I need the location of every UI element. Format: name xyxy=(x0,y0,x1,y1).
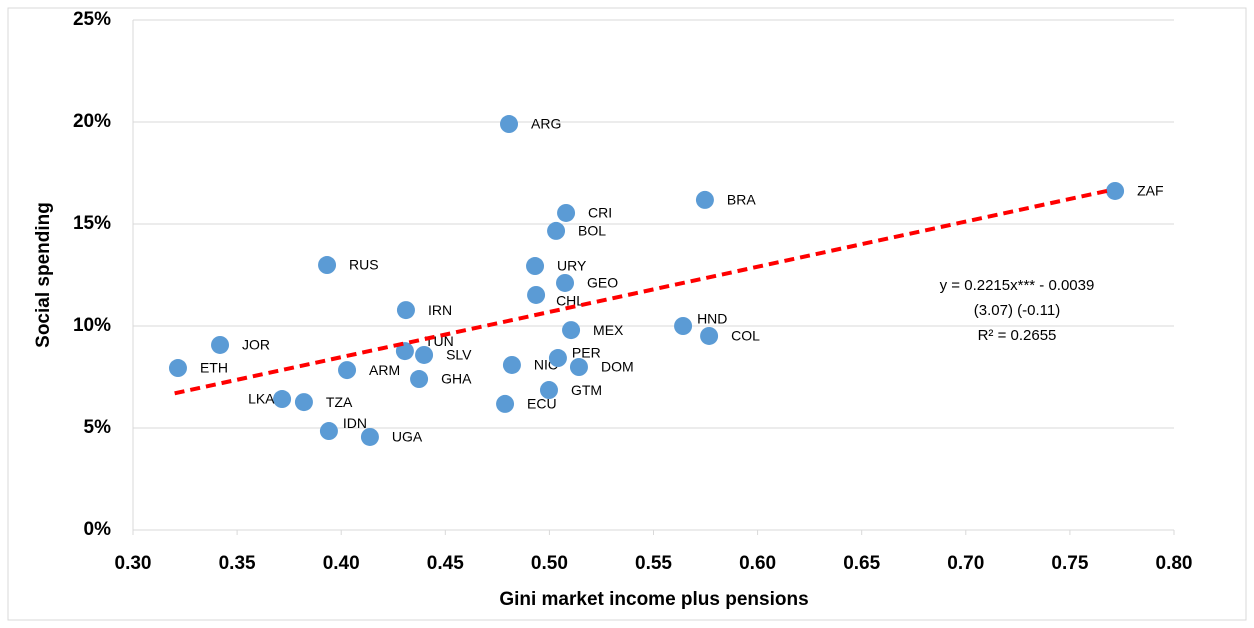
point xyxy=(338,361,357,380)
point-label: GHA xyxy=(441,371,472,387)
x-tick-label: 0.35 xyxy=(219,553,256,574)
point-label: CRI xyxy=(588,205,612,221)
point-label: GEO xyxy=(587,275,618,291)
y-tick-label: 25% xyxy=(73,9,111,30)
point-label: ETH xyxy=(200,360,228,376)
x-tick-label: 0.45 xyxy=(427,553,464,574)
point xyxy=(273,390,292,409)
point-label: CHL xyxy=(556,293,584,309)
y-tick-label: 5% xyxy=(84,417,112,438)
point xyxy=(539,381,558,400)
point xyxy=(548,349,567,368)
point-label: COL xyxy=(731,328,760,344)
point xyxy=(410,370,429,389)
point-label: ECU xyxy=(527,396,557,412)
point xyxy=(294,393,313,412)
point xyxy=(318,256,337,275)
point-label: JOR xyxy=(242,337,270,353)
point xyxy=(496,394,515,413)
point-label: SLV xyxy=(446,347,472,363)
point xyxy=(526,257,545,276)
point-label: RUS xyxy=(349,257,379,273)
point xyxy=(569,358,588,377)
point xyxy=(500,115,519,134)
point xyxy=(547,221,566,240)
y-tick-label: 20% xyxy=(73,111,111,132)
point-label: ARG xyxy=(531,116,561,132)
x-tick-label: 0.40 xyxy=(323,553,360,574)
x-tick-label: 0.65 xyxy=(843,553,880,574)
point-label: UGA xyxy=(392,429,423,445)
point-label: MEX xyxy=(593,322,624,338)
annotation: y = 0.2215x*** - 0.0039 xyxy=(940,277,1095,294)
y-axis-title: Social spending xyxy=(33,202,54,348)
point-label: HND xyxy=(697,311,727,327)
x-tick-label: 0.75 xyxy=(1051,553,1088,574)
point xyxy=(395,342,414,361)
point xyxy=(674,317,693,335)
point-label: TZA xyxy=(326,394,353,410)
point xyxy=(211,335,230,354)
point xyxy=(168,359,187,378)
point-label: PER xyxy=(572,345,601,361)
point xyxy=(360,427,379,446)
point-label: LKA xyxy=(248,391,275,407)
point xyxy=(562,321,581,340)
point xyxy=(557,203,576,222)
x-tick-label: 0.55 xyxy=(635,553,672,574)
point-label: BRA xyxy=(727,192,756,208)
point xyxy=(556,273,575,292)
point xyxy=(527,285,546,304)
point-label: IDN xyxy=(343,415,367,431)
x-tick-label: 0.70 xyxy=(947,553,984,574)
y-tick-label: 10% xyxy=(73,315,111,336)
point xyxy=(695,190,714,209)
point xyxy=(1106,181,1125,200)
y-tick-label: 0% xyxy=(84,519,112,540)
x-tick-label: 0.30 xyxy=(115,553,152,574)
point-label: IRN xyxy=(428,302,452,318)
point xyxy=(319,422,338,441)
point xyxy=(502,355,521,374)
x-tick-label: 0.50 xyxy=(531,553,568,574)
point-label: ZAF xyxy=(1137,183,1163,199)
x-axis-title: Gini market income plus pensions xyxy=(499,589,808,610)
point-label: DOM xyxy=(601,359,634,375)
x-tick-label: 0.60 xyxy=(739,553,776,574)
point xyxy=(700,326,719,345)
point-label: ARM xyxy=(369,362,400,378)
point-label: BOL xyxy=(578,223,606,239)
point-label: GTM xyxy=(571,382,602,398)
x-tick-label: 0.80 xyxy=(1156,553,1193,574)
y-tick-label: 15% xyxy=(73,213,111,234)
point xyxy=(396,301,415,320)
point-label: URY xyxy=(557,258,587,274)
point xyxy=(415,345,434,364)
chart-frame xyxy=(7,7,1247,621)
annotation: (3.07) (-0.11) xyxy=(974,302,1060,319)
annotation: R² = 0.2655 xyxy=(978,327,1057,344)
